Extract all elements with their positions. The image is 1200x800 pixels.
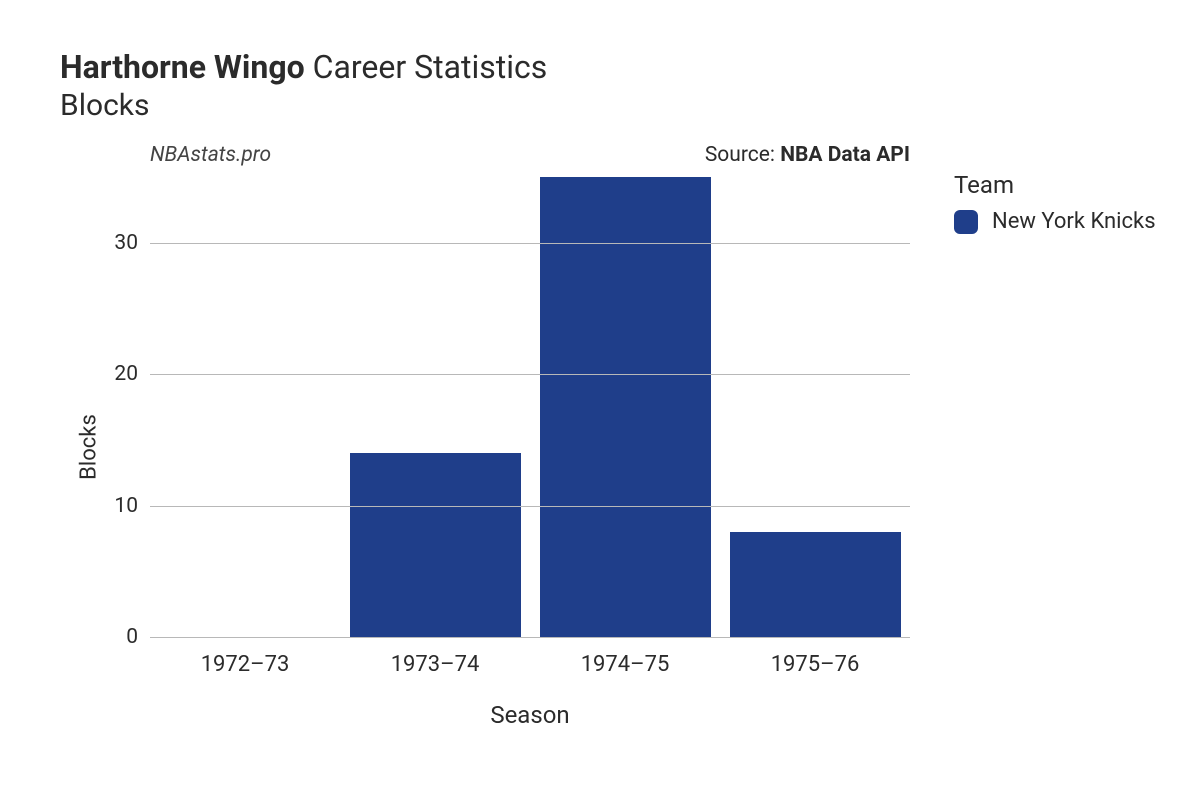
grid-line xyxy=(150,374,910,375)
x-tick-label: 1972–73 xyxy=(150,652,340,677)
legend-item-label: New York Knicks xyxy=(992,209,1156,234)
legend-item: New York Knicks xyxy=(954,209,1170,234)
y-tick-label: 30 xyxy=(114,231,150,255)
bar-slot xyxy=(150,177,340,637)
title-suffix: Career Statistics xyxy=(313,48,548,86)
x-tick-label: 1975–76 xyxy=(720,652,910,677)
y-tick-label: 0 xyxy=(126,625,150,649)
legend-items: New York Knicks xyxy=(954,209,1170,234)
legend-title: Team xyxy=(954,171,1170,199)
plot-column: NBAstats.pro Source: NBA Data API 010203… xyxy=(90,147,930,747)
player-name: Harthorne Wingo xyxy=(60,48,305,86)
bar-slot xyxy=(530,177,720,637)
legend-swatch xyxy=(954,210,978,234)
legend: Team New York Knicks xyxy=(930,147,1170,747)
x-axis-label: Season xyxy=(150,701,910,729)
watermark: NBAstats.pro xyxy=(150,143,271,167)
source-name: NBA Data API xyxy=(780,143,910,167)
bar-slot xyxy=(340,177,530,637)
x-tick-label: 1973–74 xyxy=(340,652,530,677)
title-block: Harthorne Wingo Career Statistics Blocks xyxy=(60,48,1170,123)
y-tick-label: 10 xyxy=(114,494,150,518)
bar xyxy=(540,177,711,637)
y-tick-label: 20 xyxy=(114,362,150,386)
grid-line xyxy=(150,637,910,638)
source-attribution: Source: NBA Data API xyxy=(705,143,910,167)
bar xyxy=(350,453,521,637)
y-axis-label-column: Blocks xyxy=(60,147,90,747)
grid-line xyxy=(150,243,910,244)
title-line-1: Harthorne Wingo Career Statistics xyxy=(60,48,1170,86)
x-tick-row: 1972–731973–741974–751975–76 xyxy=(150,652,910,677)
chart-wrap: Blocks NBAstats.pro Source: NBA Data API… xyxy=(60,147,1170,747)
title-statistic: Blocks xyxy=(60,88,1170,123)
plot-area: 0102030 xyxy=(150,177,910,637)
chart-container: Harthorne Wingo Career Statistics Blocks… xyxy=(0,0,1200,800)
meta-row: NBAstats.pro Source: NBA Data API xyxy=(150,143,910,167)
source-prefix: Source: xyxy=(705,143,780,167)
x-tick-label: 1974–75 xyxy=(530,652,720,677)
bars-group xyxy=(150,177,910,637)
bar-slot xyxy=(720,177,910,637)
grid-line xyxy=(150,506,910,507)
bar xyxy=(730,532,901,637)
